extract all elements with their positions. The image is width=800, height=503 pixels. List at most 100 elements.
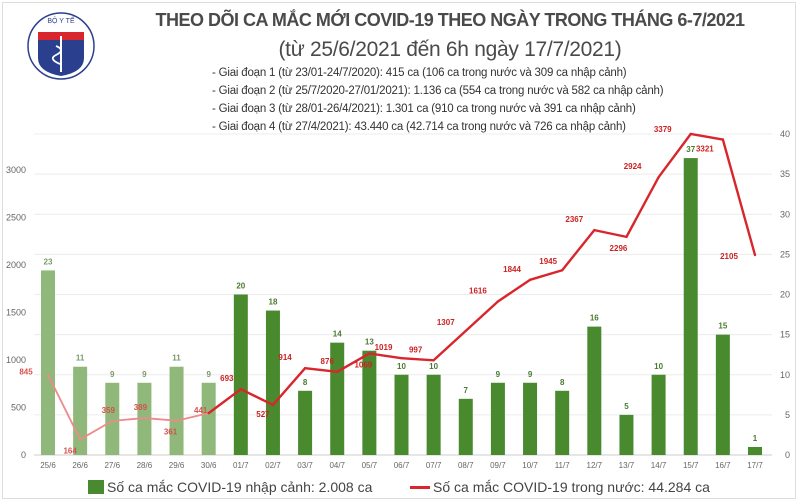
right-axis-tick: 25 [780, 249, 790, 259]
left-axis-tick: 1500 [6, 308, 26, 318]
line-value-label: 845 [19, 368, 33, 377]
bar-imported [490, 382, 505, 455]
bar-value-label: 10 [654, 362, 663, 371]
left-axis-tick: 0 [21, 450, 26, 460]
bar-value-label: 9 [110, 370, 115, 379]
line-value-label: 1945 [539, 257, 557, 266]
legend-imported-label: Số ca mắc COVID-19 nhập cảnh: 2.008 ca [107, 479, 373, 495]
bar-imported [41, 270, 55, 455]
bar-value-label: 8 [560, 378, 565, 387]
phase-4: - Giai đoạn 4 (từ 27/4/2021): 43.440 ca … [212, 121, 626, 133]
line-value-label: 527 [256, 410, 270, 419]
phase-1: - Giai đoạn 1 (từ 23/01-24/7/2020): 415 … [212, 67, 627, 79]
legend-bar-swatch [88, 480, 104, 494]
line-segment-domestic [111, 417, 146, 422]
line-segment-domestic [336, 352, 371, 373]
x-axis-tick: 16/7 [715, 461, 731, 470]
x-axis-tick: 08/7 [458, 461, 474, 470]
bar-value-label: 10 [429, 362, 438, 371]
bar-value-label: 11 [76, 354, 85, 363]
bar-imported [683, 158, 698, 455]
line-value-label: 876 [321, 357, 335, 366]
line-value-label: 2924 [624, 162, 642, 171]
svg-text:BỘ Y TẾ: BỘ Y TẾ [47, 15, 75, 25]
bar-imported [748, 446, 762, 455]
line-segment-domestic [271, 366, 307, 407]
line-value-label: 1616 [469, 286, 487, 295]
line-value-label: 361 [164, 428, 178, 437]
line-value-label: 359 [102, 406, 116, 415]
x-axis-tick: 07/7 [426, 461, 442, 470]
bar-value-label: 20 [236, 282, 245, 291]
x-axis-tick: 11/7 [555, 461, 571, 470]
bar-value-label: 15 [718, 322, 727, 331]
line-value-label: 164 [63, 446, 77, 455]
line-segment-domestic [560, 228, 596, 272]
bar-value-label: 9 [206, 370, 211, 379]
line-segment-domestic [207, 387, 243, 415]
bar-imported [394, 374, 409, 455]
right-axis-tick: 30 [780, 209, 790, 219]
bar-imported [555, 390, 570, 455]
line-segment-domestic [143, 417, 178, 422]
right-axis-tick: 20 [780, 290, 790, 300]
bar-value-label: 10 [397, 362, 406, 371]
phase-2: - Giai đoạn 2 (từ 25/7/2020-27/01/2021):… [212, 85, 664, 97]
x-axis-tick: 05/7 [362, 461, 378, 470]
x-axis-tick: 15/7 [683, 461, 699, 470]
line-segment-domestic [689, 132, 725, 141]
phase-3: - Giai đoạn 3 (từ 28/01-26/4/2021): 1.30… [212, 103, 636, 115]
line-value-label: 914 [278, 353, 292, 362]
bar-imported [426, 374, 441, 455]
bar-imported [265, 310, 280, 455]
ministry-of-health-logo: BỘ Y TẾ [27, 12, 95, 80]
left-axis-tick: 2500 [6, 213, 26, 223]
left-axis-tick: 500 [11, 403, 26, 413]
line-value-label: 441 [194, 406, 208, 415]
bar-value-label: 23 [44, 257, 53, 266]
line-value-label: 1307 [437, 318, 455, 327]
x-axis-tick: 09/7 [490, 461, 506, 470]
bar-value-label: 18 [269, 298, 278, 307]
line-segment-domestic [496, 278, 532, 303]
bar-imported [233, 294, 248, 455]
line-segment-domestic [721, 138, 757, 257]
line-segment-domestic [528, 269, 564, 282]
bar-imported [715, 334, 730, 455]
phase-summary: - Giai đoạn 1 (từ 23/01-24/7/2020): 415 … [212, 64, 782, 136]
bar-value-label: 9 [142, 370, 147, 379]
x-axis-tick: 29/6 [169, 461, 185, 470]
line-segment-domestic [400, 356, 435, 362]
x-axis-tick: 12/7 [587, 461, 603, 470]
bar-value-label: 8 [303, 378, 308, 387]
right-axis-tick: 5 [785, 410, 790, 420]
line-segment-domestic [657, 132, 692, 179]
line-segment-domestic [625, 176, 660, 239]
x-axis-tick: 30/6 [201, 461, 217, 470]
bar-value-label: 1 [753, 434, 758, 443]
line-value-label: 1069 [354, 360, 372, 369]
left-axis-tick: 2000 [6, 260, 26, 270]
line-value-label: 3379 [654, 125, 672, 134]
chart-title: THEO DÕI CA MẮC MỚI COVID-19 THEO NGÀY T… [155, 10, 745, 30]
x-axis-tick: 26/6 [72, 461, 88, 470]
bar-imported [651, 374, 666, 455]
x-axis-tick: 04/7 [329, 461, 345, 470]
right-axis-tick: 10 [780, 370, 790, 380]
bar-value-label: 9 [496, 370, 501, 379]
bar-value-label: 7 [464, 386, 469, 395]
x-axis-tick: 17/7 [747, 461, 763, 470]
x-axis-tick: 13/7 [619, 461, 635, 470]
line-segment-domestic [47, 373, 82, 441]
x-axis-tick: 01/7 [233, 461, 249, 470]
line-value-label: 389 [134, 403, 148, 412]
x-axis-tick: 27/6 [104, 461, 120, 470]
legend-line-swatch [410, 485, 430, 489]
chart-subtitle: (từ 25/6/2021 đến 6h ngày 17/7/2021) [278, 38, 622, 61]
x-axis-tick: 28/6 [137, 461, 153, 470]
bar-value-label: 14 [333, 330, 342, 339]
bar-value-label: 13 [365, 338, 374, 347]
line-segment-domestic [79, 419, 114, 441]
line-segment-domestic [464, 300, 500, 333]
